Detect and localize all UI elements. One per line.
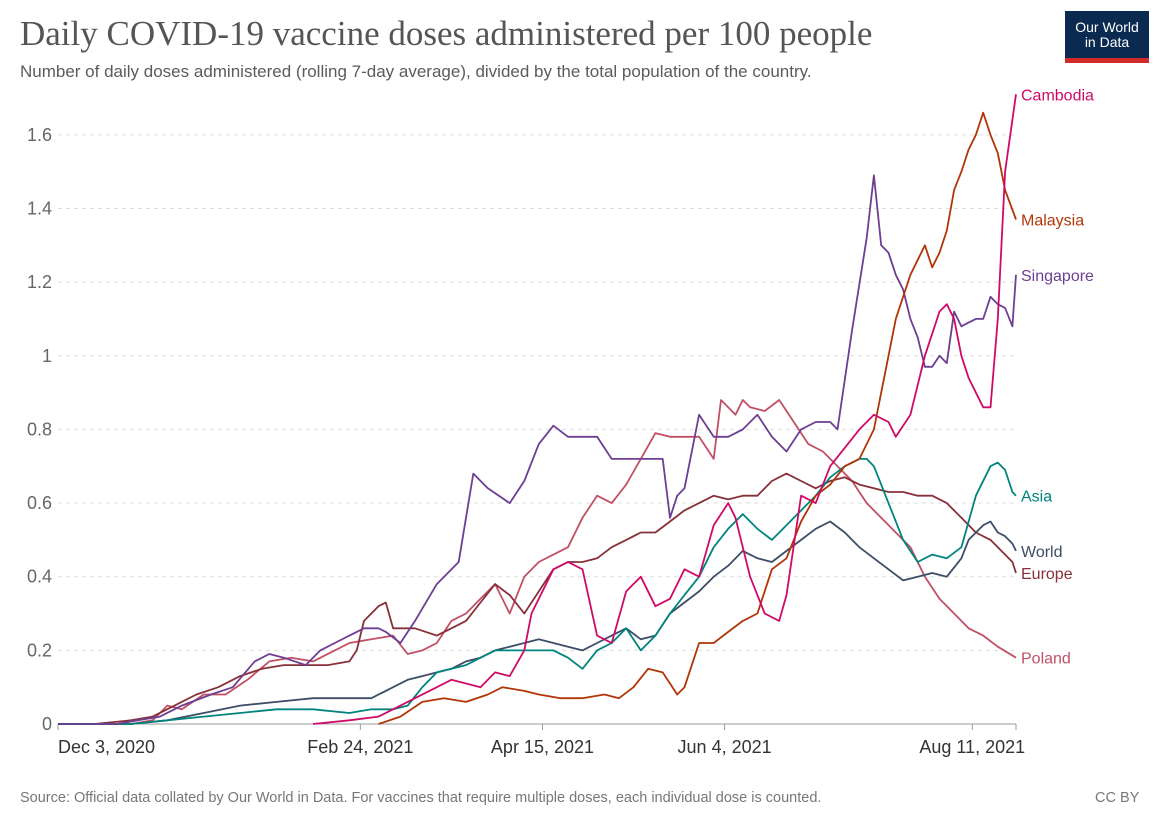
y-tick-label: 0.6: [27, 493, 52, 513]
series-labels: Cambodia Malaysia Singapore Asia World Europe…: [1021, 87, 1094, 667]
logo-accent-bar: [1065, 58, 1149, 63]
chart-title: Daily COVID-19 vaccine doses administere…: [20, 14, 873, 53]
series-lines: [58, 94, 1017, 725]
series-label-poland[interactable]: Poland: [1021, 651, 1071, 668]
logo-line-2: in Data: [1084, 34, 1130, 50]
y-tick-label: 0.8: [27, 419, 52, 439]
series-label-asia[interactable]: Asia: [1021, 489, 1052, 506]
series-line-singapore[interactable]: [58, 174, 1017, 725]
gridlines: [58, 134, 1016, 651]
logo-line-1: Our World: [1075, 19, 1139, 35]
y-tick-label: 1.2: [27, 272, 52, 292]
series-label-singapore[interactable]: Singapore: [1021, 268, 1094, 285]
y-tick-label: 0: [42, 714, 52, 734]
owid-logo[interactable]: Our World in Data: [1065, 11, 1149, 63]
y-axis: 0 0.2 0.4 0.6 0.8 1 1.2 1.4 1.6: [27, 125, 52, 734]
series-label-malaysia[interactable]: Malaysia: [1021, 213, 1084, 230]
x-tick-label: Feb 24, 2021: [307, 737, 413, 757]
x-tick-label: Jun 4, 2021: [678, 737, 772, 757]
license-link[interactable]: CC BY: [1095, 790, 1140, 806]
x-tick-label: Dec 3, 2020: [58, 737, 155, 757]
x-tick-label: Aug 11, 2021: [919, 737, 1025, 757]
series-line-cambodia[interactable]: [312, 94, 1017, 725]
y-tick-label: 1.6: [27, 125, 52, 145]
x-tick-label: Apr 15, 2021: [491, 737, 594, 757]
y-tick-label: 0.2: [27, 640, 52, 660]
series-label-cambodia[interactable]: Cambodia: [1021, 87, 1094, 104]
series-label-europe[interactable]: Europe: [1021, 566, 1073, 583]
series-line-europe[interactable]: [58, 472, 1017, 725]
series-line-malaysia[interactable]: [378, 111, 1017, 725]
chart-subtitle: Number of daily doses administered (roll…: [20, 62, 812, 81]
y-tick-label: 1.4: [27, 198, 52, 218]
source-note: Source: Official data collated by Our Wo…: [20, 790, 822, 806]
series-label-world[interactable]: World: [1021, 544, 1063, 561]
x-axis: Dec 3, 2020 Feb 24, 2021 Apr 15, 2021 Jun 4…: [57, 723, 1025, 757]
y-tick-label: 0.4: [27, 567, 52, 587]
y-tick-label: 1: [42, 346, 52, 366]
series-line-asia[interactable]: [58, 457, 1017, 725]
